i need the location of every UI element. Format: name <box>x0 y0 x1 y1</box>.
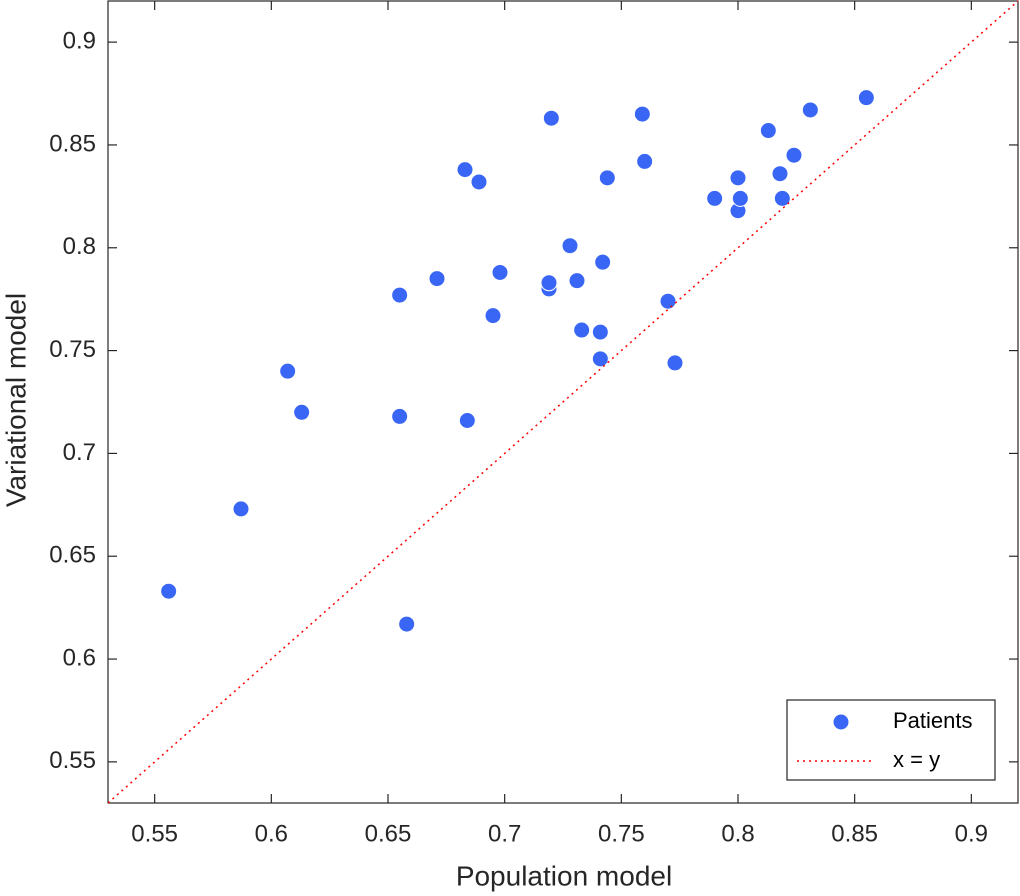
scatter-point <box>456 161 474 179</box>
scatter-point <box>398 615 416 633</box>
scatter-point <box>759 122 777 140</box>
x-tick-label: 0.6 <box>255 820 288 847</box>
y-tick-label: 0.6 <box>63 644 96 671</box>
y-tick-label: 0.55 <box>49 747 96 774</box>
scatter-point <box>659 292 677 310</box>
scatter-point <box>491 263 509 281</box>
y-axis-label: Variational model <box>0 293 31 507</box>
scatter-point <box>666 354 684 372</box>
scatter-point <box>391 407 409 425</box>
scatter-point <box>279 362 297 380</box>
scatter-point <box>591 350 609 368</box>
scatter-point <box>568 272 586 290</box>
scatter-point <box>594 253 612 271</box>
scatter-point <box>428 270 446 288</box>
x-tick-label: 0.55 <box>131 820 178 847</box>
legend-box <box>786 699 996 781</box>
scatter-point <box>706 189 724 207</box>
scatter-point <box>458 412 476 430</box>
scatter-point <box>484 307 502 325</box>
scatter-point <box>540 274 558 292</box>
scatter-point <box>857 89 875 107</box>
scatter-point <box>729 169 747 187</box>
scatter-point <box>598 169 616 187</box>
scatter-point <box>573 321 591 339</box>
legend-label: x = y <box>893 747 940 772</box>
x-tick-label: 0.7 <box>488 820 521 847</box>
scatter-point <box>785 146 803 164</box>
scatter-point <box>293 403 311 421</box>
scatter-point <box>232 500 250 518</box>
y-tick-label: 0.8 <box>63 233 96 260</box>
scatter-point <box>470 173 488 191</box>
scatter-point <box>542 109 560 127</box>
scatter-point <box>391 286 409 304</box>
x-tick-label: 0.8 <box>721 820 754 847</box>
y-tick-label: 0.65 <box>49 542 96 569</box>
scatter-point <box>561 237 579 255</box>
scatter-point <box>801 101 819 119</box>
legend-label: Patients <box>893 708 973 733</box>
x-axis-label: Population model <box>456 860 672 891</box>
reference-line <box>107 0 1019 804</box>
x-tick-label: 0.9 <box>955 820 988 847</box>
scatter-point <box>636 152 654 170</box>
y-tick-label: 0.85 <box>49 130 96 157</box>
scatter-point <box>731 189 749 207</box>
x-tick-label: 0.65 <box>365 820 412 847</box>
scatter-point <box>633 105 651 123</box>
x-tick-label: 0.85 <box>831 820 878 847</box>
legend-marker <box>832 713 850 731</box>
x-tick-label: 0.75 <box>598 820 645 847</box>
y-tick-label: 0.7 <box>63 439 96 466</box>
plot-frame <box>107 0 1019 804</box>
y-tick-label: 0.9 <box>63 27 96 54</box>
scatter-point <box>160 582 178 600</box>
scatter-point <box>771 165 789 183</box>
scatter-point <box>591 323 609 341</box>
y-tick-label: 0.75 <box>49 336 96 363</box>
scatter-point <box>773 189 791 207</box>
